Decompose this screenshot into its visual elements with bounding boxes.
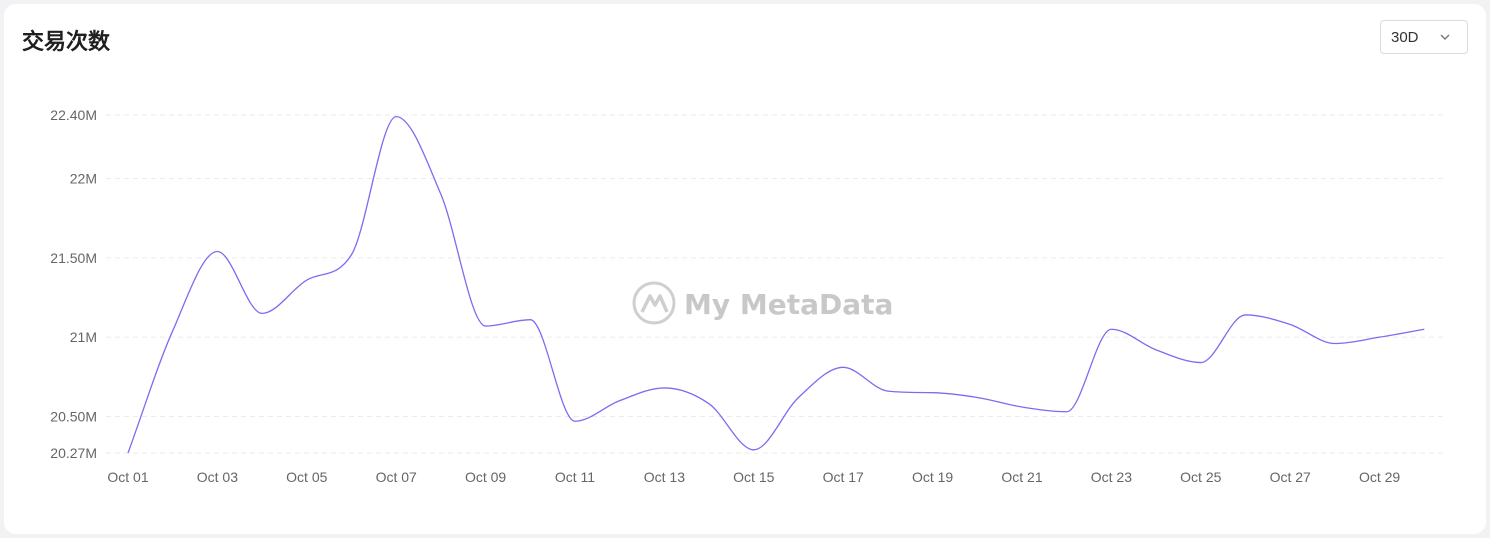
x-tick-label: Oct 27 xyxy=(1270,469,1311,485)
data-point[interactable] xyxy=(481,321,491,331)
y-tick-label: 20.50M xyxy=(50,409,97,425)
x-tick-label: Oct 05 xyxy=(286,469,327,485)
x-tick-label: Oct 15 xyxy=(733,469,774,485)
data-point[interactable] xyxy=(1330,339,1340,349)
data-point[interactable] xyxy=(1419,324,1429,334)
chevron-down-icon xyxy=(1440,34,1450,40)
data-point[interactable] xyxy=(1375,332,1385,342)
data-point[interactable] xyxy=(347,250,357,260)
data-point[interactable] xyxy=(123,448,133,458)
data-point[interactable] xyxy=(302,275,312,285)
watermark: My MetaData xyxy=(632,281,893,325)
x-tick-label: Oct 19 xyxy=(912,469,953,485)
x-tick-label: Oct 23 xyxy=(1091,469,1132,485)
data-point[interactable] xyxy=(1196,358,1206,368)
y-tick-label: 22M xyxy=(70,170,97,186)
x-tick-label: Oct 21 xyxy=(1001,469,1042,485)
data-point[interactable] xyxy=(659,383,669,393)
data-point[interactable] xyxy=(1285,319,1295,329)
data-point[interactable] xyxy=(704,399,714,409)
x-tick-label: Oct 09 xyxy=(465,469,506,485)
x-tick-label: Oct 03 xyxy=(197,469,238,485)
watermark-logo-icon xyxy=(632,281,676,325)
data-point[interactable] xyxy=(615,396,625,406)
data-point[interactable] xyxy=(391,112,401,122)
y-tick-label: 21M xyxy=(70,329,97,345)
data-point[interactable] xyxy=(1241,310,1251,320)
data-point[interactable] xyxy=(570,416,580,426)
watermark-text: My MetaData xyxy=(684,288,893,321)
y-tick-label: 22.40M xyxy=(50,107,97,123)
series xyxy=(123,112,1429,458)
x-tick-label: Oct 29 xyxy=(1359,469,1400,485)
data-point[interactable] xyxy=(838,362,848,372)
chart-title: 交易次数 xyxy=(22,30,111,55)
data-point[interactable] xyxy=(928,388,938,398)
data-point[interactable] xyxy=(1017,402,1027,412)
grid-lines xyxy=(106,114,1446,454)
time-range-value: 30D xyxy=(1391,28,1419,46)
x-tick-label: Oct 13 xyxy=(644,469,685,485)
y-tick-label: 21.50M xyxy=(50,250,97,266)
x-tick-label: Oct 11 xyxy=(555,469,595,485)
data-point[interactable] xyxy=(1151,345,1161,355)
y-axis: 22.40M 22M 21.50M 21M 20.50M 20.27M xyxy=(50,107,97,461)
data-point[interactable] xyxy=(1062,407,1072,417)
x-tick-label: Oct 01 xyxy=(107,469,148,485)
data-point[interactable] xyxy=(972,392,982,402)
data-point[interactable] xyxy=(212,246,222,256)
data-point[interactable] xyxy=(1106,324,1116,334)
time-range-select[interactable]: 30D xyxy=(1380,20,1468,54)
data-point[interactable] xyxy=(257,308,267,318)
x-tick-label: Oct 17 xyxy=(823,469,864,485)
series-line xyxy=(127,115,1425,454)
y-tick-label: 20.27M xyxy=(50,445,97,461)
x-axis: Oct 01 Oct 03 Oct 05 Oct 07 Oct 09 Oct 11 Oct … xyxy=(107,469,1400,485)
x-tick-label: Oct 25 xyxy=(1180,469,1221,485)
data-point[interactable] xyxy=(794,392,804,402)
data-point[interactable] xyxy=(883,386,893,396)
data-point[interactable] xyxy=(168,326,178,336)
data-point[interactable] xyxy=(436,189,446,199)
data-point[interactable] xyxy=(749,445,759,455)
x-tick-label: Oct 07 xyxy=(376,469,417,485)
data-point[interactable] xyxy=(525,315,535,325)
